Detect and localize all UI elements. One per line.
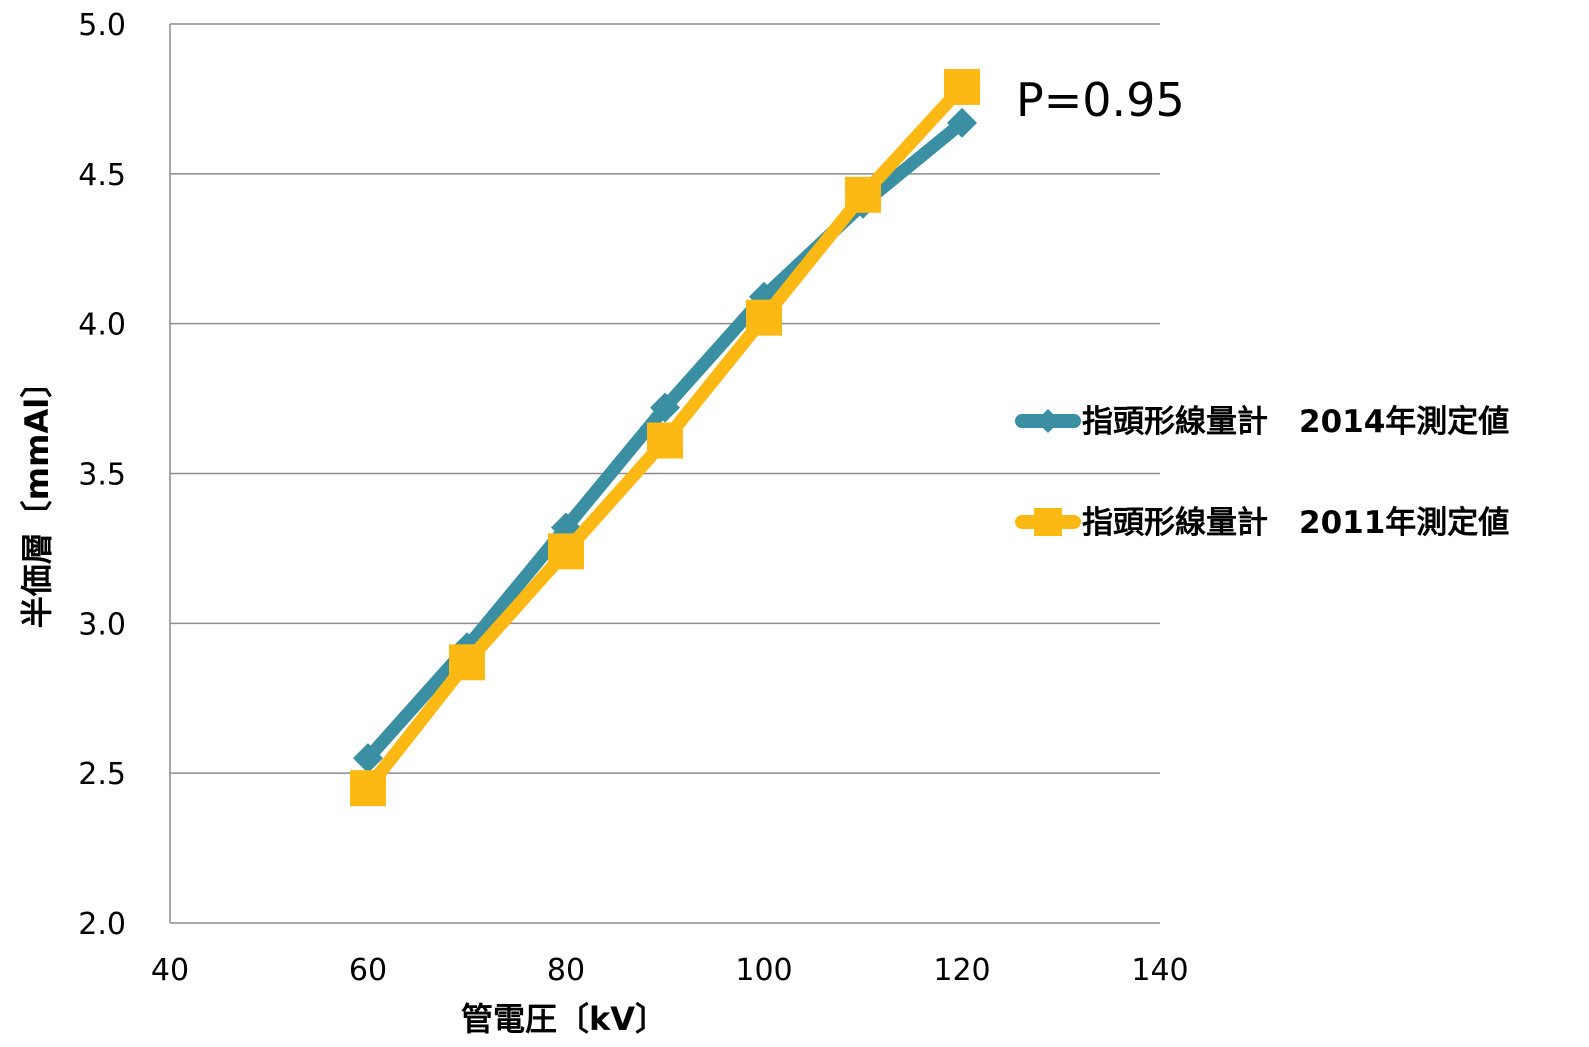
- y-tick-label: 4.5: [78, 158, 126, 193]
- y-tick-label: 5.0: [78, 8, 126, 43]
- grid-lines: [170, 23, 1160, 774]
- y-tick-label: 3.0: [78, 607, 126, 642]
- legend-marker-diamond: [1036, 409, 1060, 433]
- data-point-square: [746, 299, 782, 336]
- data-point-square: [350, 770, 386, 807]
- legend-marker-square: [1034, 508, 1062, 536]
- series-1: [350, 68, 980, 807]
- x-tick-label: 60: [349, 953, 387, 988]
- legend-item-2011: 指頭形線量計 2011年測定値: [1015, 505, 1509, 541]
- series-layer: [350, 68, 980, 807]
- x-tick-labels: 40 60 80 100 120 140: [151, 953, 1189, 988]
- data-point-diamond: [947, 107, 977, 138]
- x-axis-label: 管電圧〔kV〕: [461, 1000, 667, 1038]
- legend-label-2011: 指頭形線量計 2011年測定値: [1082, 505, 1509, 541]
- y-tick-labels: 2.0 2.5 3.0 3.5 4.0 4.5 5.0: [78, 8, 126, 942]
- x-tick-label: 100: [735, 953, 792, 988]
- legend-item-2014: 指頭形線量計 2014年測定値: [1015, 404, 1509, 440]
- data-point-square: [647, 422, 683, 459]
- data-point-square: [845, 176, 881, 213]
- annotation-text: P=0.95: [1016, 73, 1185, 127]
- legend: 指頭形線量計 2014年測定値 指頭形線量計 2011年測定値: [1015, 404, 1509, 541]
- x-tick-label: 40: [151, 953, 189, 988]
- data-point-square: [548, 533, 584, 570]
- x-tick-label: 120: [933, 953, 990, 988]
- data-point-square: [944, 68, 980, 105]
- y-tick-label: 2.0: [78, 907, 126, 942]
- data-point-diamond: [650, 392, 680, 423]
- x-tick-label: 80: [547, 953, 585, 988]
- axes: [169, 24, 1160, 924]
- y-tick-label: 4.0: [78, 308, 126, 343]
- y-axis-label: 半価層〔mmAl〕: [18, 366, 56, 628]
- y-tick-label: 2.5: [78, 757, 126, 792]
- data-point-square: [449, 644, 485, 681]
- data-point-diamond: [353, 743, 383, 774]
- x-tick-label: 140: [1131, 953, 1188, 988]
- legend-label-2014: 指頭形線量計 2014年測定値: [1082, 404, 1509, 440]
- y-tick-label: 3.5: [78, 458, 126, 493]
